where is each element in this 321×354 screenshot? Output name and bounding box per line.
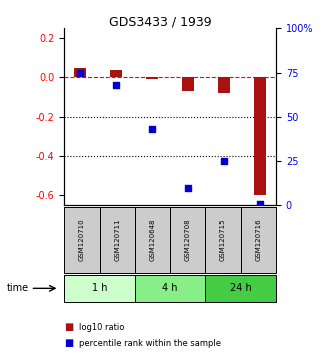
Text: GSM120716: GSM120716 (256, 218, 261, 261)
Text: GSM120710: GSM120710 (79, 218, 85, 261)
Bar (110, 70, 122, 78)
Bar (146, 78, 159, 79)
Text: GSM120648: GSM120648 (150, 218, 155, 261)
Text: GSM120715: GSM120715 (220, 218, 226, 261)
Bar (218, 78, 230, 93)
Text: 4 h: 4 h (162, 283, 178, 293)
Text: ■: ■ (64, 338, 74, 348)
Text: GDS3433 / 1939: GDS3433 / 1939 (109, 16, 212, 29)
Text: percentile rank within the sample: percentile rank within the sample (79, 339, 221, 348)
Point (150, 126, 155, 132)
Text: ■: ■ (64, 322, 74, 332)
Text: log10 ratio: log10 ratio (79, 323, 124, 332)
Point (186, 185, 191, 190)
Bar (74, 68, 86, 78)
Point (78, 70, 83, 75)
Text: 1 h: 1 h (92, 283, 107, 293)
Point (221, 158, 227, 164)
Text: 24 h: 24 h (230, 283, 252, 293)
Bar (254, 78, 266, 195)
Text: GSM120708: GSM120708 (185, 218, 191, 261)
Text: GSM120711: GSM120711 (114, 218, 120, 261)
Point (114, 82, 119, 88)
Point (257, 201, 263, 206)
Bar (182, 78, 195, 91)
Text: time: time (6, 283, 29, 293)
